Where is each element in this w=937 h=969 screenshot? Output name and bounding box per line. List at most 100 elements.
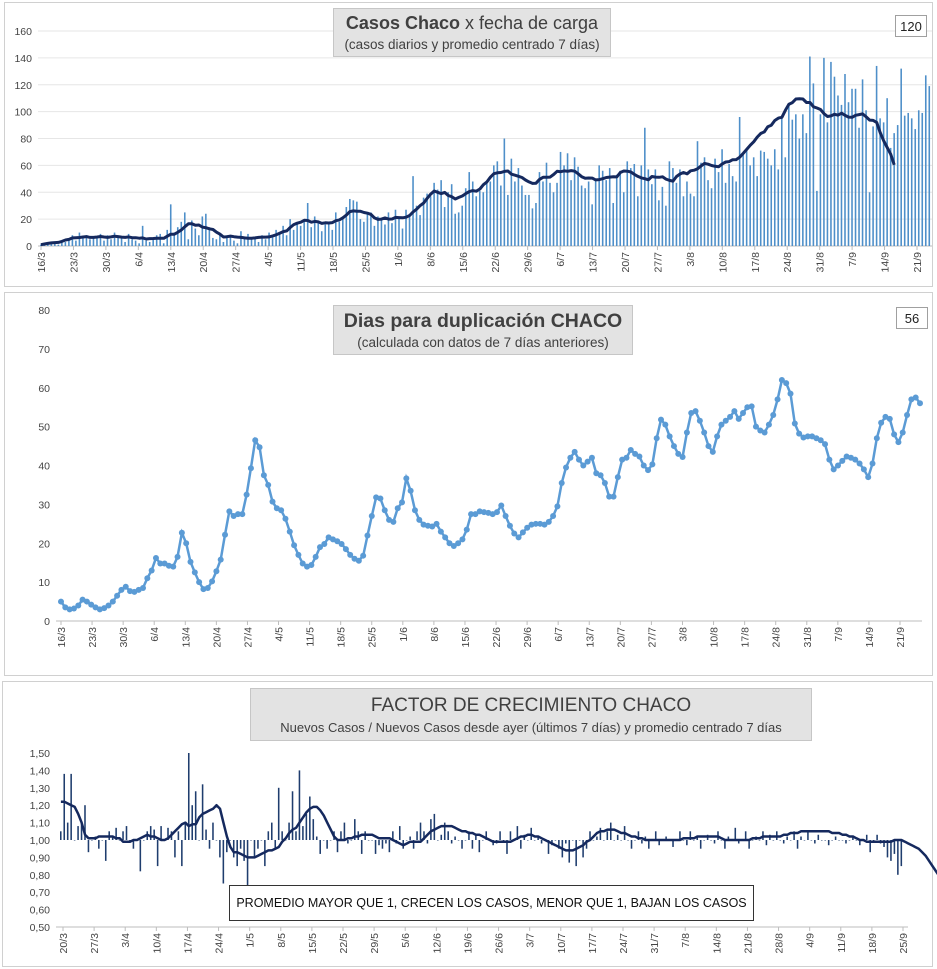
- factor-x-tick-label: 11/9: [836, 933, 848, 953]
- factor-y-tick-label: 0,70: [30, 887, 51, 899]
- casos-x-tick-label: 13/7: [588, 252, 600, 273]
- chart-casos-last-value: 120: [895, 15, 927, 37]
- casos-bar: [731, 176, 734, 246]
- duplicacion-point: [679, 453, 686, 460]
- factor-bar: [101, 840, 104, 841]
- factor-bar: [454, 836, 456, 840]
- casos-bar: [478, 190, 481, 246]
- casos-bar: [366, 213, 369, 246]
- factor-x-tick-label: 8/5: [276, 933, 288, 948]
- casos-bar: [110, 239, 112, 246]
- duplicacion-point: [88, 601, 95, 608]
- duplicacion-point: [670, 443, 677, 450]
- factor-bar: [814, 840, 816, 844]
- factor-x-tick-label: 28/8: [774, 933, 786, 954]
- duplicacion-point: [239, 511, 246, 518]
- duplicacion-x-tick-label: 6/7: [553, 627, 565, 642]
- duplicacion-point: [493, 509, 500, 516]
- duplicacion-point: [321, 541, 328, 548]
- casos-bar: [68, 239, 70, 246]
- casos-bar: [700, 162, 702, 246]
- factor-bar: [734, 827, 737, 840]
- duplicacion-point: [256, 444, 263, 451]
- chart-duplicacion-title: Dias para duplicación CHACO: [343, 310, 623, 332]
- duplicacion-point: [209, 578, 216, 585]
- duplicacion-x-tick-label: 23/3: [87, 627, 99, 648]
- casos-x-tick-label: 25/5: [360, 252, 372, 273]
- duplicacion-point: [118, 586, 125, 593]
- duplicacion-y-tick-label: 40: [38, 461, 50, 473]
- factor-bar: [122, 831, 124, 840]
- factor-bar: [243, 840, 245, 861]
- casos-bar: [468, 172, 471, 246]
- factor-bar: [63, 773, 66, 840]
- factor-bar: [87, 840, 90, 853]
- factor-x-tick-label: 3/7: [525, 933, 537, 948]
- casos-bar: [601, 170, 604, 246]
- duplicacion-point: [869, 460, 876, 467]
- casos-x-tick-label: 31/8: [815, 252, 827, 273]
- casos-bar: [180, 221, 183, 246]
- duplicacion-point: [459, 536, 466, 543]
- casos-bar: [763, 151, 766, 246]
- casos-bar: [222, 241, 225, 246]
- chart-factor-subtitle: Nuevos Casos / Nuevos Casos desde ayer (…: [280, 720, 782, 735]
- duplicacion-point: [778, 376, 785, 383]
- duplicacion-x-tick-label: 10/8: [709, 627, 721, 648]
- factor-bar: [381, 840, 384, 849]
- factor-x-tick-label: 10/7: [556, 933, 568, 954]
- casos-x-tick-label: 7/9: [847, 252, 859, 267]
- duplicacion-x-tick-label: 30/3: [118, 627, 130, 648]
- factor-bar: [793, 831, 795, 840]
- duplicacion-point: [606, 493, 613, 500]
- casos-bar: [788, 106, 790, 246]
- casos-bar: [176, 227, 179, 246]
- casos-bar: [226, 235, 228, 246]
- duplicacion-point: [899, 429, 906, 436]
- casos-bar: [450, 184, 453, 246]
- duplicacion-point: [446, 540, 453, 547]
- duplicacion-x-tick-label: 11/5: [305, 627, 317, 647]
- casos-bar: [236, 243, 239, 246]
- duplicacion-point: [662, 421, 669, 428]
- casos-bar: [306, 203, 309, 246]
- casos-bar: [784, 157, 787, 246]
- duplicacion-point: [886, 415, 893, 422]
- duplicacion-point: [891, 431, 898, 438]
- casos-bar: [805, 133, 808, 246]
- casos-bar: [766, 158, 769, 246]
- casos-bar: [71, 235, 74, 246]
- duplicacion-x-tick-label: 6/4: [149, 627, 161, 642]
- casos-bar: [521, 185, 523, 246]
- factor-bar: [405, 840, 408, 841]
- duplicacion-point: [381, 507, 388, 514]
- factor-bar: [620, 840, 622, 841]
- duplicacion-point: [649, 461, 656, 468]
- casos-bar: [591, 204, 593, 246]
- casos-x-tick-label: 6/4: [133, 252, 145, 267]
- factor-bar: [665, 836, 667, 840]
- factor-bar: [703, 840, 705, 841]
- factor-bar: [222, 840, 225, 884]
- casos-bar: [356, 201, 358, 246]
- factor-bar: [239, 840, 242, 849]
- duplicacion-point: [645, 467, 652, 474]
- chart-casos-title-rest: x fecha de carga: [464, 13, 599, 33]
- duplicacion-y-tick-label: 60: [38, 383, 50, 395]
- casos-bar: [250, 239, 253, 246]
- duplicacion-point: [234, 511, 241, 518]
- duplicacion-point: [519, 529, 526, 536]
- duplicacion-point: [226, 508, 233, 515]
- casos-bar: [201, 216, 204, 246]
- duplicacion-point: [705, 443, 712, 450]
- factor-bar: [475, 834, 477, 840]
- duplicacion-point: [204, 584, 211, 591]
- duplicacion-point: [714, 433, 721, 440]
- casos-bar: [120, 237, 123, 246]
- factor-bar: [782, 840, 785, 844]
- duplicacion-point: [170, 563, 177, 570]
- duplicacion-point: [252, 437, 259, 444]
- factor-bar: [789, 840, 792, 841]
- casos-bar: [844, 74, 846, 246]
